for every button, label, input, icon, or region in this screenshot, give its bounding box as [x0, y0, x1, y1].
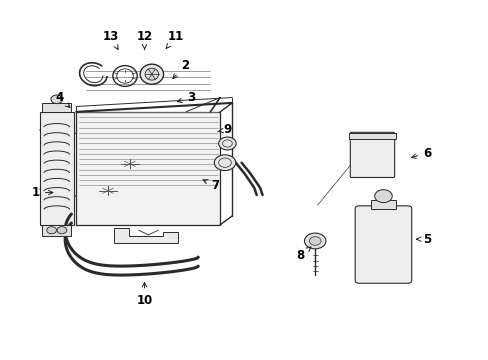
Text: 3: 3	[177, 91, 195, 104]
Text: 6: 6	[411, 147, 430, 159]
Bar	[348, 134, 395, 139]
Circle shape	[304, 233, 325, 249]
Circle shape	[218, 137, 236, 150]
Bar	[370, 200, 395, 209]
Circle shape	[47, 226, 57, 234]
Polygon shape	[114, 228, 177, 243]
FancyBboxPatch shape	[349, 132, 394, 177]
Text: 4: 4	[55, 91, 70, 107]
Text: 2: 2	[173, 59, 189, 78]
Text: 9: 9	[217, 123, 231, 136]
Ellipse shape	[140, 64, 163, 84]
Text: 11: 11	[166, 30, 184, 48]
Circle shape	[51, 95, 62, 104]
Bar	[42, 103, 71, 112]
Text: 10: 10	[136, 283, 152, 307]
Text: 13: 13	[102, 30, 118, 49]
Text: 12: 12	[136, 30, 152, 49]
Text: 1: 1	[32, 186, 53, 199]
Circle shape	[214, 155, 235, 171]
Circle shape	[309, 237, 321, 245]
Text: 8: 8	[296, 247, 310, 262]
Circle shape	[374, 190, 391, 203]
Bar	[42, 225, 71, 235]
Text: 5: 5	[416, 233, 430, 246]
Bar	[40, 112, 74, 225]
Text: 7: 7	[203, 179, 219, 192]
FancyBboxPatch shape	[354, 206, 411, 283]
Ellipse shape	[145, 68, 158, 80]
Bar	[76, 112, 220, 225]
Circle shape	[57, 226, 67, 234]
